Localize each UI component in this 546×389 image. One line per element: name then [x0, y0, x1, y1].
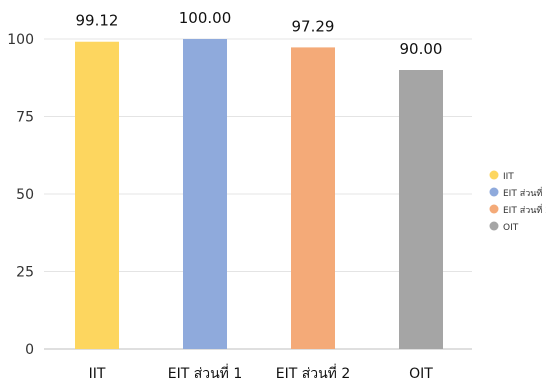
data-label: 100.00 [179, 9, 232, 27]
legend-label: OIT [503, 223, 519, 233]
legend: IIT EIT ส่วนที่ 1 EIT ส่วนที่ 2 OIT [490, 171, 546, 234]
x-tick-label: IIT [89, 366, 106, 382]
bar [291, 47, 335, 349]
y-axis-ticks: 0 25 50 75 100 [7, 32, 34, 358]
x-tick-label: EIT ส่วนที่ 1 [168, 364, 243, 382]
data-label: 90.00 [400, 40, 443, 58]
legend-label: EIT ส่วนที่ 2 [503, 203, 546, 216]
legend-marker [490, 222, 499, 231]
x-tick-label: EIT ส่วนที่ 2 [276, 364, 351, 382]
data-label: 99.12 [76, 12, 119, 30]
y-tick-label: 25 [16, 265, 34, 281]
bar [183, 39, 227, 349]
bar [75, 42, 119, 349]
x-tick-label: OIT [409, 366, 433, 382]
bar [399, 70, 443, 349]
legend-label: IIT [503, 172, 514, 182]
y-tick-label: 75 [16, 110, 34, 126]
legend-marker [490, 171, 499, 180]
legend-marker [490, 205, 499, 214]
x-axis-ticks: IIT EIT ส่วนที่ 1 EIT ส่วนที่ 2 OIT [89, 364, 434, 382]
data-label: 97.29 [292, 17, 335, 35]
y-tick-label: 50 [16, 187, 34, 203]
value-labels: 99.12 100.00 97.29 90.00 [76, 9, 443, 58]
y-tick-label: 0 [25, 342, 34, 358]
y-tick-label: 100 [7, 32, 34, 48]
legend-label: EIT ส่วนที่ 1 [503, 186, 546, 199]
legend-marker [490, 188, 499, 197]
